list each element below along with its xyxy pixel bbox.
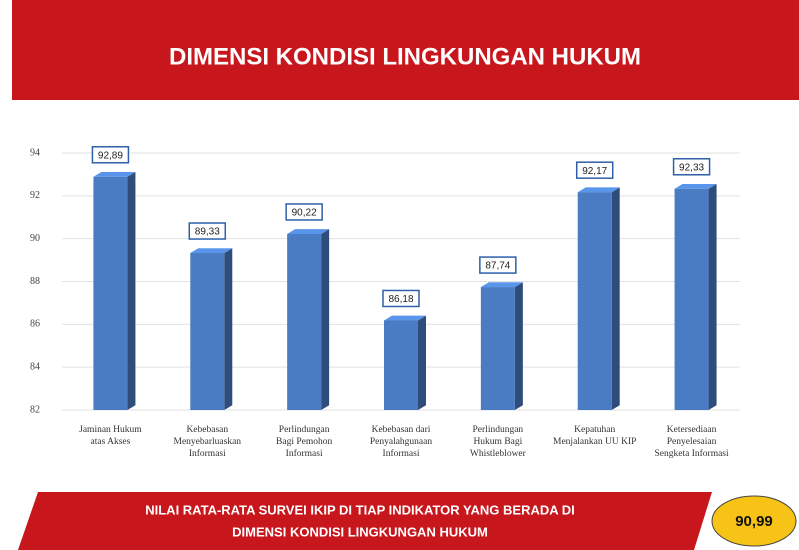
bar-side — [708, 183, 717, 410]
x-tick-label: Perlindungan Bagi Pemohon Informasi — [276, 425, 332, 459]
y-tick-label: 86 — [30, 319, 40, 330]
x-tick-label: Kebebasan dari Penyalahgunaan Informasi — [370, 425, 433, 459]
footer-banner — [18, 492, 712, 550]
x-tick-label: Kepatuhan Menjalankan UU KIP — [553, 425, 636, 447]
chart: 82 84 86 88 90 92 94 Jaminan Hukum atas Akses 92,… — [30, 146, 740, 459]
bar-top — [190, 248, 233, 254]
bar-side — [418, 315, 426, 410]
bar — [577, 192, 612, 410]
bar — [674, 188, 709, 410]
y-tick-label: 82 — [30, 404, 40, 415]
y-tick-label: 90 — [30, 233, 40, 244]
score-badge — [711, 495, 797, 547]
bar — [190, 253, 225, 410]
value-label: 92,89 — [98, 150, 123, 161]
bar-side — [321, 229, 330, 410]
slide-title: DIMENSI KONDISI LINGKUNGAN HUKUM — [169, 43, 641, 70]
value-label-box — [575, 161, 614, 179]
bar-side — [514, 282, 523, 410]
bar-side — [611, 187, 620, 410]
bar-top — [287, 229, 330, 234]
value-label: 92,33 — [679, 162, 704, 173]
bar-top — [384, 315, 426, 321]
y-tick-label: 92 — [30, 190, 40, 201]
score: 90,99 — [735, 513, 773, 530]
bar-top — [93, 171, 136, 177]
bar-side — [127, 171, 136, 410]
bar-top — [480, 282, 523, 288]
value-label-box — [188, 222, 227, 240]
bar — [93, 176, 128, 410]
bar — [480, 287, 515, 410]
value-label: 89,33 — [195, 227, 220, 238]
value-label-box — [91, 146, 130, 164]
x-tick-label: Perlindungan Hukum Bagi Whistleblower — [470, 425, 527, 459]
bar — [384, 320, 418, 410]
value-label-box — [672, 158, 711, 176]
footer-text: NILAI RATA-RATA SURVEI IKIP DI TIAP INDI… — [145, 502, 575, 517]
bar-top — [577, 187, 620, 193]
bar — [287, 233, 322, 410]
x-tick-label: Jaminan Hukum atas Akses — [79, 425, 142, 447]
y-tick-label: 94 — [30, 147, 40, 158]
y-tick-label: 88 — [30, 276, 40, 287]
value-label: 90,22 — [292, 208, 317, 219]
bar-side — [224, 248, 233, 410]
value-label-box — [479, 256, 517, 274]
header-banner — [12, 0, 799, 100]
value-label: 86,18 — [388, 294, 413, 305]
value-label: 87,74 — [485, 261, 510, 272]
value-label: 92,17 — [582, 166, 607, 177]
footer-text: DIMENSI KONDISI LINGKUNGAN HUKUM — [232, 524, 488, 539]
x-tick-label: Kebebasan Menyebarluaskan Informasi — [174, 425, 242, 459]
x-tick-label: Ketersediaan Penyelesaian Sengketa Informa… — [655, 425, 729, 459]
bar-top — [674, 183, 717, 189]
y-tick-label: 84 — [30, 361, 40, 372]
value-label-box — [382, 289, 420, 308]
value-label-box — [285, 203, 323, 221]
